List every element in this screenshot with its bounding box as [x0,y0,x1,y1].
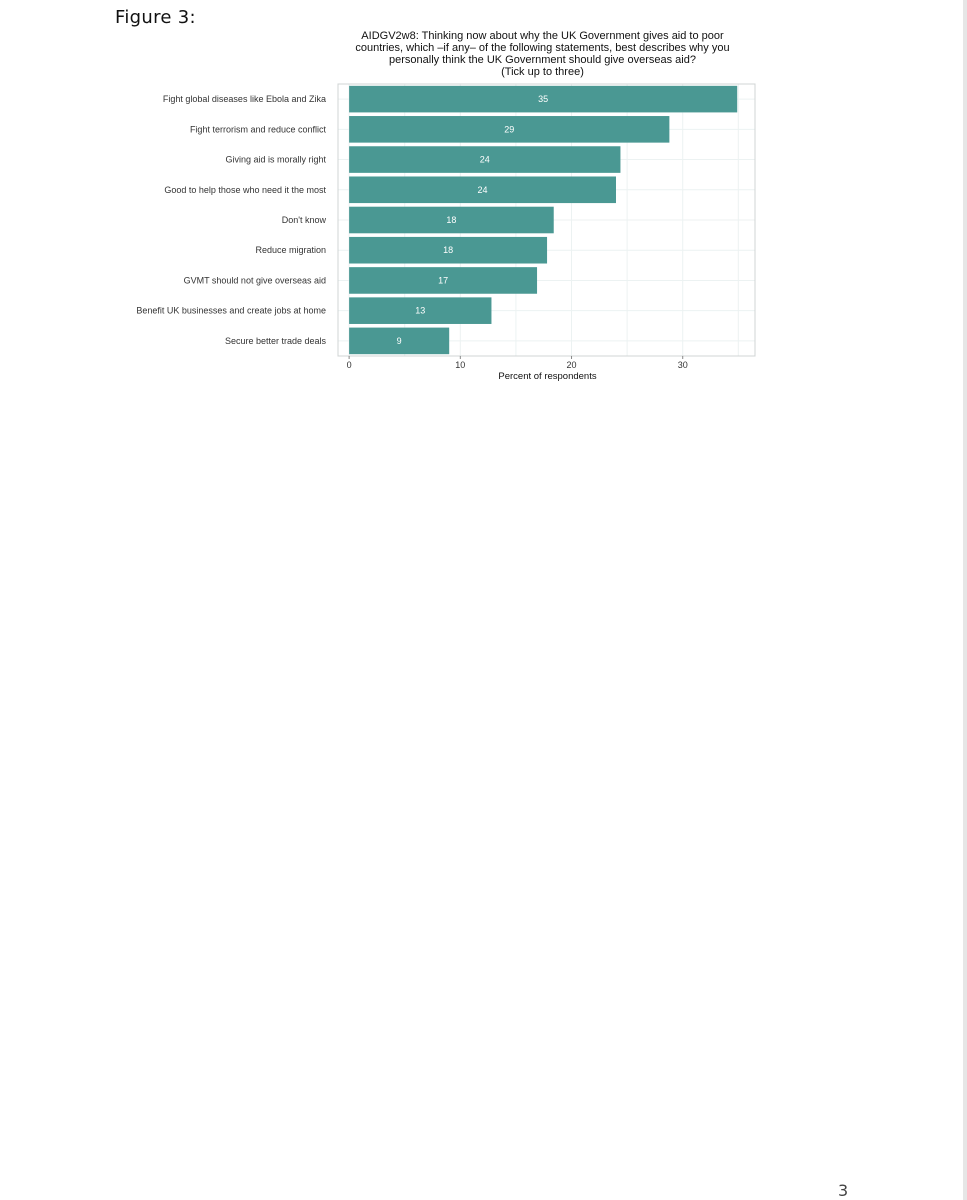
category-label: Benefit UK businesses and create jobs at… [136,306,326,316]
bar-value-label: 24 [478,185,488,195]
bar [349,297,492,324]
bar [349,85,738,113]
page-number: 3 [838,1181,849,1200]
x-tick-label: 30 [678,360,688,370]
chart-title-line-3: personally think the UK Government shoul… [389,54,696,66]
bar [349,176,616,204]
bar-value-label: 24 [480,155,490,165]
bar [349,116,670,143]
bar [349,267,538,294]
x-tick-label: 0 [347,360,352,370]
category-label: Reduce migration [255,245,326,255]
category-label: Fight global diseases like Ebola and Zik… [163,94,326,104]
category-label: Giving aid is morally right [225,155,326,165]
chart-title-line-4: (Tick up to three) [501,66,584,78]
page-edge [963,0,967,1200]
category-label: Good to help those who need it the most [164,185,326,195]
bar-value-label: 18 [443,245,453,255]
bar [349,236,548,264]
bar [349,206,554,234]
bar-value-label: 18 [446,215,456,225]
plot-panel-border [337,83,756,357]
figure-label: Figure 3: [115,7,196,28]
bar [349,146,621,173]
chart-title-line-1: AIDGV2w8: Thinking now about why the UK … [361,30,724,42]
category-label: Secure better trade deals [225,336,327,346]
category-label: Fight terrorism and reduce conflict [190,124,327,134]
category-label: GVMT should not give overseas aid [184,275,326,285]
bar-chart: 35 Fight global diseases like Ebola and Z… [136,83,756,382]
x-tick-label: 10 [455,360,465,370]
bar-value-label: 29 [504,124,514,134]
x-tick-label: 20 [567,360,577,370]
chart-title-line-2: countries, which –if any– of the followi… [355,42,730,54]
bar-value-label: 35 [538,94,548,104]
chart-title: AIDGV2w8: Thinking now about why the UK … [330,30,755,78]
x-axis-label: Percent of respondents [498,371,596,382]
bar [349,327,450,355]
category-label: Don't know [282,215,327,225]
bar-value-label: 17 [438,275,448,285]
bar-value-label: 9 [397,336,402,346]
bar-value-label: 13 [415,306,425,316]
